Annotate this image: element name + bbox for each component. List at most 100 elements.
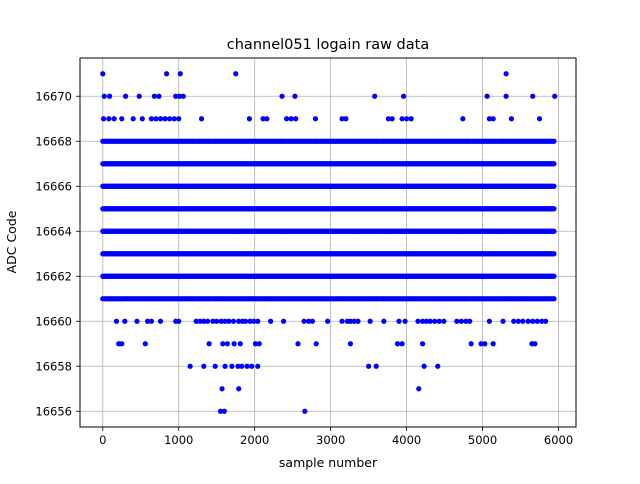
data-point — [197, 318, 203, 324]
data-point — [222, 363, 228, 369]
data-point — [111, 116, 117, 122]
data-point — [520, 318, 526, 324]
data-point — [292, 93, 298, 99]
data-point — [552, 93, 558, 99]
data-point — [432, 318, 438, 324]
data-point — [119, 116, 125, 122]
data-point — [229, 363, 235, 369]
y-tick-label: 16660 — [35, 314, 72, 328]
data-point — [295, 341, 301, 347]
data-point — [532, 341, 538, 347]
data-point — [100, 116, 107, 122]
data-point — [235, 363, 241, 369]
data-point — [441, 318, 447, 324]
data-point — [508, 116, 515, 122]
data-point — [247, 318, 253, 324]
data-point — [284, 116, 290, 122]
data-point — [156, 93, 162, 99]
data-point — [454, 318, 460, 324]
data-point — [402, 318, 408, 324]
data-point — [551, 138, 557, 144]
data-point — [312, 116, 319, 122]
data-point — [268, 318, 274, 324]
x-tick-label: 6000 — [544, 433, 573, 447]
data-point — [301, 318, 307, 324]
data-point — [176, 116, 182, 122]
data-point — [525, 318, 531, 324]
data-point — [325, 318, 331, 324]
data-point — [484, 93, 490, 99]
data-point — [231, 341, 237, 347]
data-point — [534, 318, 540, 324]
data-point — [219, 386, 225, 392]
data-point — [151, 93, 158, 99]
data-point — [539, 318, 545, 324]
data-point — [130, 116, 136, 122]
data-point — [148, 318, 154, 324]
y-tick-label: 16658 — [35, 359, 72, 373]
y-tick-label: 16656 — [35, 404, 72, 418]
data-point — [389, 116, 395, 122]
y-tick-label: 16662 — [35, 269, 72, 283]
y-tick-label: 16666 — [35, 179, 72, 193]
data-point — [101, 93, 107, 99]
data-point — [218, 318, 224, 324]
data-point — [237, 341, 243, 347]
data-point — [347, 318, 354, 324]
data-point — [255, 363, 261, 369]
data-point — [162, 116, 168, 122]
data-point — [176, 318, 182, 324]
data-points — [100, 71, 558, 414]
data-point — [351, 318, 357, 324]
data-point — [500, 318, 506, 324]
data-point — [148, 116, 154, 122]
data-point — [421, 363, 427, 369]
data-point — [260, 116, 266, 122]
x-tick-label: 3000 — [316, 433, 345, 447]
data-point — [309, 318, 316, 324]
data-point — [551, 161, 557, 167]
data-point — [490, 341, 496, 347]
data-point — [293, 116, 299, 122]
data-point — [551, 183, 557, 189]
data-point — [236, 386, 242, 392]
data-point — [249, 363, 255, 369]
data-point — [214, 318, 220, 324]
data-bands — [100, 138, 557, 302]
data-point — [221, 408, 227, 414]
data-point — [171, 116, 177, 122]
data-point — [490, 116, 496, 122]
data-point — [400, 93, 407, 99]
data-point — [142, 341, 148, 347]
data-point — [163, 71, 170, 77]
data-point — [244, 363, 250, 369]
y-tick-label: 16664 — [35, 224, 72, 238]
data-point — [467, 318, 473, 324]
y-axis-label: ADC Code — [4, 210, 19, 273]
data-point — [385, 116, 391, 122]
data-point — [256, 341, 262, 347]
plot-frame — [79, 57, 577, 428]
data-point — [106, 116, 112, 122]
data-point — [551, 228, 557, 234]
data-point — [373, 363, 379, 369]
data-point — [220, 341, 226, 347]
data-point — [224, 341, 230, 347]
data-point — [536, 116, 543, 122]
x-axis-ticks: 0 1000 2000 3000 4000 5000 6000 — [99, 427, 573, 447]
data-point — [205, 318, 211, 324]
data-point — [427, 318, 433, 324]
data-point — [212, 363, 218, 369]
data-point — [246, 116, 252, 122]
data-point — [206, 341, 212, 347]
data-point — [416, 386, 422, 392]
data-point — [423, 318, 429, 324]
data-point — [347, 341, 354, 347]
data-point — [436, 318, 442, 324]
data-point — [399, 116, 405, 122]
data-point — [503, 71, 509, 77]
data-point — [288, 116, 294, 122]
data-point — [113, 318, 120, 324]
data-point — [355, 318, 361, 324]
